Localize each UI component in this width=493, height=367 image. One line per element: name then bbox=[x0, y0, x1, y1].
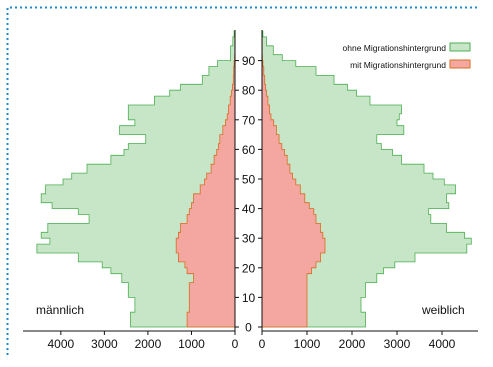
legend-label-mit: mit Migrationshintergrund bbox=[350, 60, 446, 70]
legend-label-ohne: ohne Migrationshintergrund bbox=[343, 43, 447, 53]
value-tick-label-left: 0 bbox=[232, 337, 239, 351]
legend: ohne Migrationshintergrund mit Migration… bbox=[343, 42, 471, 70]
age-tick-label: 40 bbox=[242, 202, 256, 216]
series-male-mit-area bbox=[175, 31, 236, 328]
value-tick-label-right: 2000 bbox=[339, 337, 366, 351]
value-tick-label-right: 4000 bbox=[429, 337, 456, 351]
female-areas bbox=[261, 30, 472, 328]
value-tick-label-left: 4000 bbox=[47, 337, 74, 351]
value-tick-label-left: 3000 bbox=[91, 337, 118, 351]
male-areas bbox=[36, 30, 236, 328]
age-tick-label: 70 bbox=[242, 113, 256, 127]
value-tick-label-left: 2000 bbox=[135, 337, 162, 351]
legend-swatch-mit bbox=[449, 59, 471, 69]
age-tick-label: 0 bbox=[245, 321, 252, 335]
age-tick-label: 90 bbox=[242, 54, 256, 68]
female-label: weiblich bbox=[421, 303, 465, 317]
value-tick-label-right: 3000 bbox=[384, 337, 411, 351]
legend-swatch-ohne bbox=[449, 42, 471, 52]
value-tick-label-left: 1000 bbox=[178, 337, 205, 351]
age-tick-label: 60 bbox=[242, 143, 256, 157]
age-tick-label: 50 bbox=[242, 173, 256, 187]
value-tick-label-right: 1000 bbox=[294, 337, 321, 351]
series-female-mit-area bbox=[261, 31, 326, 328]
frame-border bbox=[6, 6, 480, 355]
male-label: männlich bbox=[36, 303, 84, 317]
age-tick-label: 10 bbox=[242, 291, 256, 305]
age-tick-label: 30 bbox=[242, 232, 256, 246]
age-tick-label: 80 bbox=[242, 84, 256, 98]
value-tick-label-right: 0 bbox=[259, 337, 266, 351]
age-tick-label: 20 bbox=[242, 261, 256, 275]
